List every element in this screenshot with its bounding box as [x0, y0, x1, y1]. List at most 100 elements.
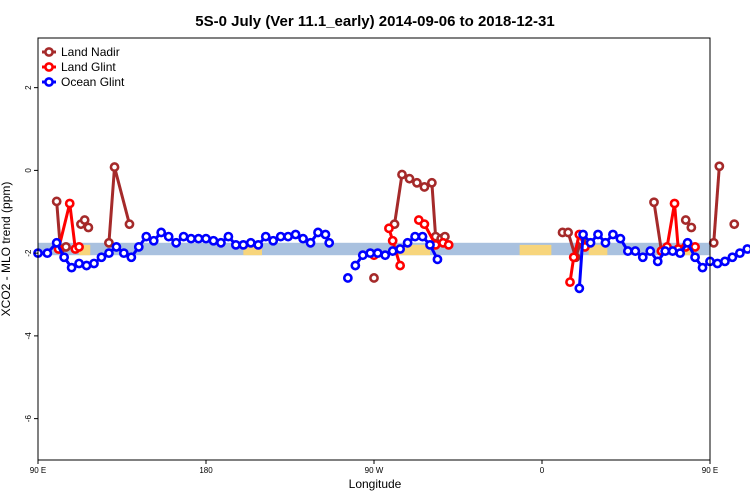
- x-tick-label-2: 90 W: [365, 466, 384, 475]
- series-2-point-3-4: [600, 237, 611, 248]
- series-2-point-3-19: [712, 258, 723, 269]
- series-2-point-0-35: [298, 233, 308, 244]
- series-0-point-4-2: [404, 173, 415, 184]
- series-2-point-0-7: [89, 258, 99, 269]
- y-axis-label: XCO2 - MLO trend (ppm): [0, 182, 13, 317]
- series-1-point-0-1: [64, 198, 75, 209]
- background-bands: [38, 242, 710, 256]
- x-axis: 90 E 180 90 W 0 90 E: [30, 460, 718, 475]
- series-2-point-3-6: [615, 233, 626, 244]
- y-tick-label-0: 2: [24, 85, 33, 90]
- series-2-point-2-5: [387, 246, 398, 256]
- series-1-point-2-0: [384, 223, 394, 234]
- series-2-point-2-9: [417, 231, 428, 242]
- series-0-point-5-1: [563, 227, 574, 238]
- series-2-point-0-16: [156, 227, 167, 238]
- series-1-point-5-5: [690, 242, 700, 252]
- series-2-point-3-14: [675, 248, 686, 259]
- series-2-point-3-5: [608, 229, 618, 240]
- series-1-point-3-1: [419, 219, 430, 230]
- series-2-point-3-10: [645, 246, 656, 256]
- series-2-point-3-2: [585, 237, 596, 248]
- series-0-point-0-0: [51, 196, 62, 207]
- series-2-point-3-20: [720, 256, 730, 267]
- series-2-point-0-36: [305, 237, 316, 248]
- series-0-line-2: [107, 166, 131, 243]
- y-tick-label-2: -2: [24, 249, 33, 257]
- series-2-point-0-8: [96, 252, 107, 263]
- chart-title: 5S-0 July (Ver 11.1_early) 2014-09-06 to…: [195, 13, 554, 30]
- series-2-point-0-6: [81, 260, 92, 271]
- series-0-line-8: [712, 166, 721, 243]
- series-2-point-0-15: [148, 235, 159, 246]
- y-tick-label-1: 0: [24, 168, 33, 173]
- legend-marker-0: [44, 47, 54, 57]
- series-2-point-3-8: [630, 246, 641, 256]
- y-axis: 2 0 -2 -4 -6: [24, 85, 38, 422]
- series-1-point-3-4: [443, 239, 454, 250]
- series-2-point-0-17: [163, 231, 174, 242]
- series-2-point-0-30: [260, 231, 271, 242]
- y-tick-label-4: -6: [24, 415, 33, 423]
- series-2-point-0-19: [178, 231, 189, 242]
- series-0-point-3-0: [369, 273, 379, 283]
- series-2-point-3-0: [574, 283, 585, 294]
- series-2-point-0-11: [118, 248, 129, 259]
- y-tick-label-3: -4: [24, 332, 33, 340]
- legend-label-2: Ocean Glint: [61, 75, 125, 89]
- series-0-point-4-4: [419, 182, 430, 192]
- band-yellow-4: [588, 244, 608, 256]
- series-0-point-2-2: [124, 219, 135, 230]
- legend-item-0: Land Nadir: [42, 45, 120, 59]
- series-2-point-1-0: [342, 273, 353, 283]
- series-2-point-0-1: [42, 248, 53, 259]
- series-2-point-2-11: [432, 254, 443, 265]
- legend-marker-2: [44, 77, 54, 87]
- series-2-point-0-37: [313, 227, 323, 238]
- series-0-point-0-2: [61, 242, 71, 252]
- legend-label-0: Land Nadir: [61, 45, 120, 59]
- x-tick-label-0: 90 E: [30, 466, 46, 475]
- band-yellow-1: [243, 244, 262, 256]
- series-1-point-0-3: [74, 242, 84, 252]
- series-0-point-7-0: [680, 215, 691, 225]
- x-tick-label-3: 0: [540, 466, 545, 475]
- series-0-point-9-0: [729, 219, 740, 230]
- series-2-point-2-6: [395, 244, 406, 254]
- series-2-point-0-21: [193, 233, 204, 244]
- series-2-point-3-17: [697, 262, 708, 273]
- legend-label-1: Land Glint: [61, 60, 116, 74]
- series-2-point-0-4: [66, 262, 77, 273]
- series-2-point-2-1: [357, 250, 368, 261]
- series-2-point-0-26: [230, 239, 241, 250]
- series-1-point-5-2: [669, 198, 680, 209]
- series-2-point-0-14: [141, 231, 152, 242]
- series-2-point-0-22: [201, 233, 211, 244]
- series-2-point-0-9: [104, 248, 114, 259]
- series-1-point-4-1: [568, 252, 579, 263]
- series-1-point-2-1: [387, 235, 398, 246]
- series-2-point-2-8: [410, 231, 420, 242]
- series-2-point-2-7: [402, 237, 413, 248]
- series-2-point-2-4: [380, 250, 391, 261]
- series-0-point-4-3: [412, 177, 422, 188]
- series-2-point-0-27: [238, 239, 249, 250]
- legend-item-1: Land Glint: [42, 60, 116, 74]
- series-2-point-0-20: [186, 233, 196, 244]
- series-2-point-3-22: [734, 248, 745, 259]
- series-0-point-2-0: [104, 237, 114, 248]
- series-2-point-0-33: [283, 231, 294, 242]
- series-2-point-2-3: [372, 248, 383, 259]
- band-yellow-2: [392, 244, 430, 256]
- series-2-point-3-15: [682, 237, 693, 248]
- band-yellow-0: [79, 244, 91, 256]
- x-tick-label-1: 180: [199, 466, 213, 475]
- series-0: [51, 161, 740, 283]
- series-0-point-2-1: [109, 162, 120, 172]
- series-0-point-8-0: [708, 237, 719, 248]
- series-0-point-6-0: [649, 197, 659, 208]
- series-2-point-0-24: [216, 237, 226, 248]
- series-2-point-0-32: [275, 231, 286, 242]
- series-1-line-0: [57, 203, 80, 252]
